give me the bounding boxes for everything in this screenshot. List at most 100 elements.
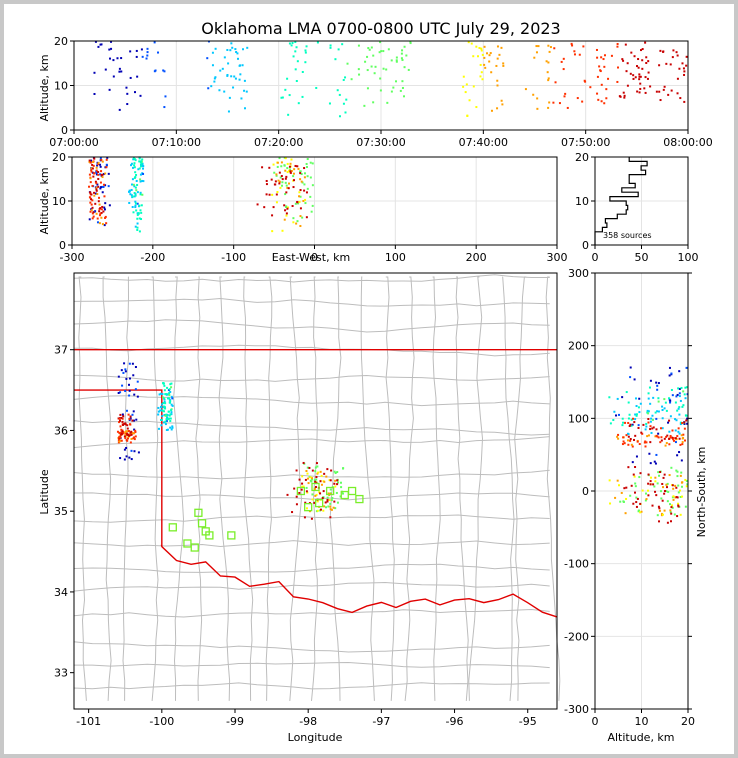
source-point-altns <box>681 422 684 425</box>
source-point-time <box>498 53 501 56</box>
source-point-plan <box>168 414 171 417</box>
source-point-ew <box>296 220 299 223</box>
source-point-ew <box>136 212 139 215</box>
source-point-plan <box>169 400 172 403</box>
source-point-plan <box>336 501 339 504</box>
source-point-altns <box>667 490 670 493</box>
source-point-ew <box>89 177 92 180</box>
source-point-altns <box>685 386 688 389</box>
source-point-time <box>619 95 622 98</box>
source-point-plan <box>295 495 298 498</box>
source-point-time <box>243 79 246 82</box>
source-point-time <box>626 62 629 65</box>
source-point-ew <box>265 193 268 196</box>
source-point-time <box>118 67 121 70</box>
map-layer <box>73 274 561 701</box>
source-point-altns <box>644 499 647 502</box>
source-point-plan <box>123 422 126 425</box>
source-point-time <box>610 54 613 57</box>
source-point-ew <box>299 215 302 218</box>
source-point-ew <box>285 175 288 178</box>
source-point-plan <box>130 433 133 436</box>
source-point-ew <box>306 175 309 178</box>
source-point-ew <box>134 200 137 203</box>
source-point-time <box>658 90 661 93</box>
source-point-plan <box>302 485 305 488</box>
source-point-altns <box>629 437 632 440</box>
source-point-plan <box>319 508 322 511</box>
source-point-ew <box>287 206 290 209</box>
source-point-plan <box>320 483 323 486</box>
source-point-ew <box>278 180 281 183</box>
source-point-ew <box>140 218 143 221</box>
county-line-h <box>73 661 550 669</box>
source-point-plan <box>334 479 337 482</box>
source-point-time <box>304 49 307 52</box>
source-point-time <box>670 89 673 92</box>
source-point-altns <box>655 428 658 431</box>
source-point-altns <box>631 445 634 448</box>
source-point-time <box>545 60 548 63</box>
source-point-time <box>126 92 129 95</box>
source-point-altns <box>645 425 648 428</box>
source-point-altns <box>671 504 674 507</box>
source-point-ew <box>305 191 308 194</box>
source-point-time <box>234 77 237 80</box>
source-point-time <box>401 86 404 89</box>
source-point-altns <box>683 427 686 430</box>
source-point-time <box>462 75 465 78</box>
source-point-ew <box>284 177 287 180</box>
source-point-altns <box>628 413 631 416</box>
source-point-time <box>496 57 499 60</box>
source-point-plan <box>157 410 160 413</box>
source-point-plan <box>318 491 321 494</box>
source-point-altns <box>668 430 671 433</box>
source-point-ew <box>279 176 282 179</box>
source-point-plan <box>132 419 135 422</box>
source-point-altns <box>649 425 652 428</box>
source-point-time <box>146 47 149 50</box>
source-point-plan <box>163 389 166 392</box>
source-point-ew <box>97 163 100 166</box>
source-point-altns <box>679 513 682 516</box>
source-point-altns <box>632 438 635 441</box>
source-point-time <box>390 90 393 93</box>
source-point-ew <box>139 173 142 176</box>
county-line-h <box>73 436 550 449</box>
source-point-time <box>630 51 633 54</box>
source-point-time <box>479 75 482 78</box>
source-point-ew <box>273 171 276 174</box>
source-point-time <box>401 80 404 83</box>
source-point-plan <box>125 377 128 380</box>
source-point-time <box>682 67 685 70</box>
source-point-time <box>603 65 606 68</box>
source-point-ew <box>297 167 300 170</box>
source-point-plan <box>163 398 166 401</box>
source-point-altns <box>673 439 676 442</box>
source-point-ew <box>297 202 300 205</box>
hist-y-ticklabel-2: 20 <box>575 151 589 164</box>
source-point-time <box>125 86 128 89</box>
plan-y-ticklabel-1: 34 <box>54 586 68 599</box>
source-point-altns <box>616 479 619 482</box>
source-point-time <box>238 64 241 67</box>
source-point-time <box>112 59 115 62</box>
source-point-time <box>409 40 412 43</box>
source-point-ew <box>139 178 142 181</box>
source-point-altns <box>670 506 673 509</box>
source-point-ew <box>134 159 137 162</box>
source-point-ew <box>268 166 271 169</box>
source-point-plan <box>118 438 121 441</box>
source-point-plan <box>336 483 339 486</box>
source-point-plan <box>329 508 332 511</box>
source-point-altns <box>681 405 684 408</box>
source-point-altns <box>627 421 630 424</box>
source-point-altns <box>649 462 652 465</box>
source-point-ew <box>130 194 133 197</box>
source-point-altns <box>661 405 664 408</box>
source-point-plan <box>168 388 171 391</box>
source-point-plan <box>119 425 122 428</box>
source-point-ew <box>139 193 142 196</box>
source-point-ew <box>104 172 107 175</box>
source-point-time <box>605 88 608 91</box>
